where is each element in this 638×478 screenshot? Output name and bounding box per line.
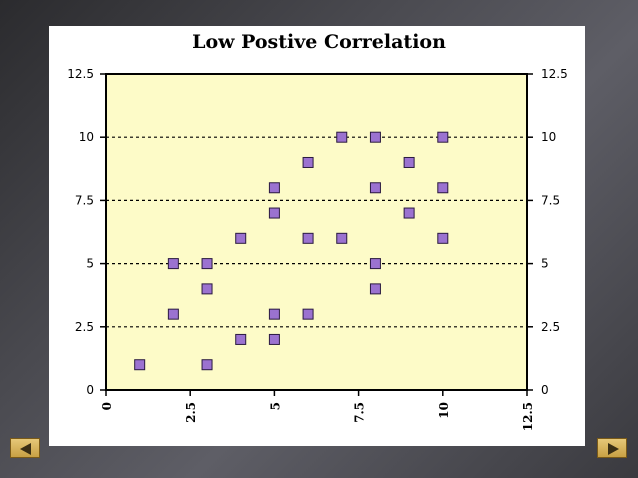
data-point: [336, 232, 348, 244]
data-point: [369, 182, 381, 194]
data-point: [369, 131, 381, 143]
y-tick-label: 0: [86, 383, 94, 397]
data-point: [201, 258, 213, 270]
data-point: [437, 131, 449, 143]
gridlines: [106, 136, 527, 328]
triangle-left-icon: [20, 443, 31, 455]
next-slide-button[interactable]: [597, 438, 627, 458]
triangle-right-icon: [608, 443, 619, 455]
y-tick-label: 12.5: [67, 67, 94, 81]
x-tick-label: 7.5: [353, 402, 367, 423]
data-point: [437, 182, 449, 194]
data-point: [336, 131, 348, 143]
y-tick-label-right: 12.5: [541, 67, 568, 81]
data-point: [437, 232, 449, 244]
y-tick-label-right: 5: [541, 257, 549, 271]
data-point: [302, 232, 314, 244]
x-tick-label: 5: [268, 402, 282, 410]
y-tick-label-right: 2.5: [541, 320, 560, 334]
plot-area: [105, 73, 528, 391]
y-tick-label: 5: [86, 257, 94, 271]
x-tick-label: 12.5: [521, 402, 535, 431]
y-tick-label: 10: [79, 130, 94, 144]
y-tick-label-right: 10: [541, 130, 556, 144]
y-tick-label-right: 0: [541, 383, 549, 397]
data-points: [134, 131, 449, 371]
data-point: [403, 207, 415, 219]
previous-slide-button[interactable]: [10, 438, 40, 458]
x-tick-label: 0: [100, 402, 114, 410]
slide-panel: Low Postive Correlation 0 0 2.5 2.5 5 5 7.5 7.5…: [49, 26, 585, 446]
y-tick-label: 2.5: [75, 320, 94, 334]
data-point: [302, 308, 314, 320]
data-point: [167, 308, 179, 320]
data-point: [369, 283, 381, 295]
data-point: [268, 182, 280, 194]
data-point: [167, 258, 179, 270]
chart-title: Low Postive Correlation: [192, 31, 446, 53]
data-point: [134, 359, 146, 371]
data-point: [268, 207, 280, 219]
data-point: [268, 333, 280, 345]
data-point: [201, 283, 213, 295]
data-point: [268, 308, 280, 320]
x-tick-label: 10: [437, 402, 451, 419]
data-point: [235, 333, 247, 345]
data-point: [235, 232, 247, 244]
x-tick-label: 2.5: [184, 402, 198, 423]
scatter-chart: Low Postive Correlation 0 02.5 2.55 57.5 7.5…: [67, 31, 567, 431]
data-point: [369, 258, 381, 270]
data-point: [403, 156, 415, 168]
data-point: [201, 359, 213, 371]
y-tick-label-right: 7.5: [541, 193, 560, 207]
y-tick-label: 7.5: [75, 193, 94, 207]
data-point: [302, 156, 314, 168]
